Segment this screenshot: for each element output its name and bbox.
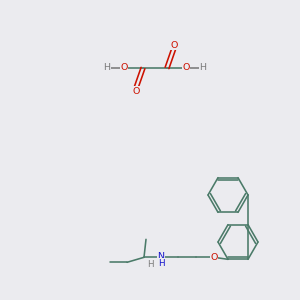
- Text: N: N: [158, 252, 164, 261]
- Text: O: O: [132, 86, 140, 95]
- Text: H: H: [147, 260, 153, 269]
- Text: H: H: [200, 64, 206, 73]
- Text: H: H: [103, 64, 110, 73]
- Text: O: O: [170, 40, 178, 50]
- Text: O: O: [120, 64, 128, 73]
- Text: H: H: [158, 259, 164, 268]
- Text: O: O: [182, 64, 190, 73]
- Text: O: O: [210, 253, 218, 262]
